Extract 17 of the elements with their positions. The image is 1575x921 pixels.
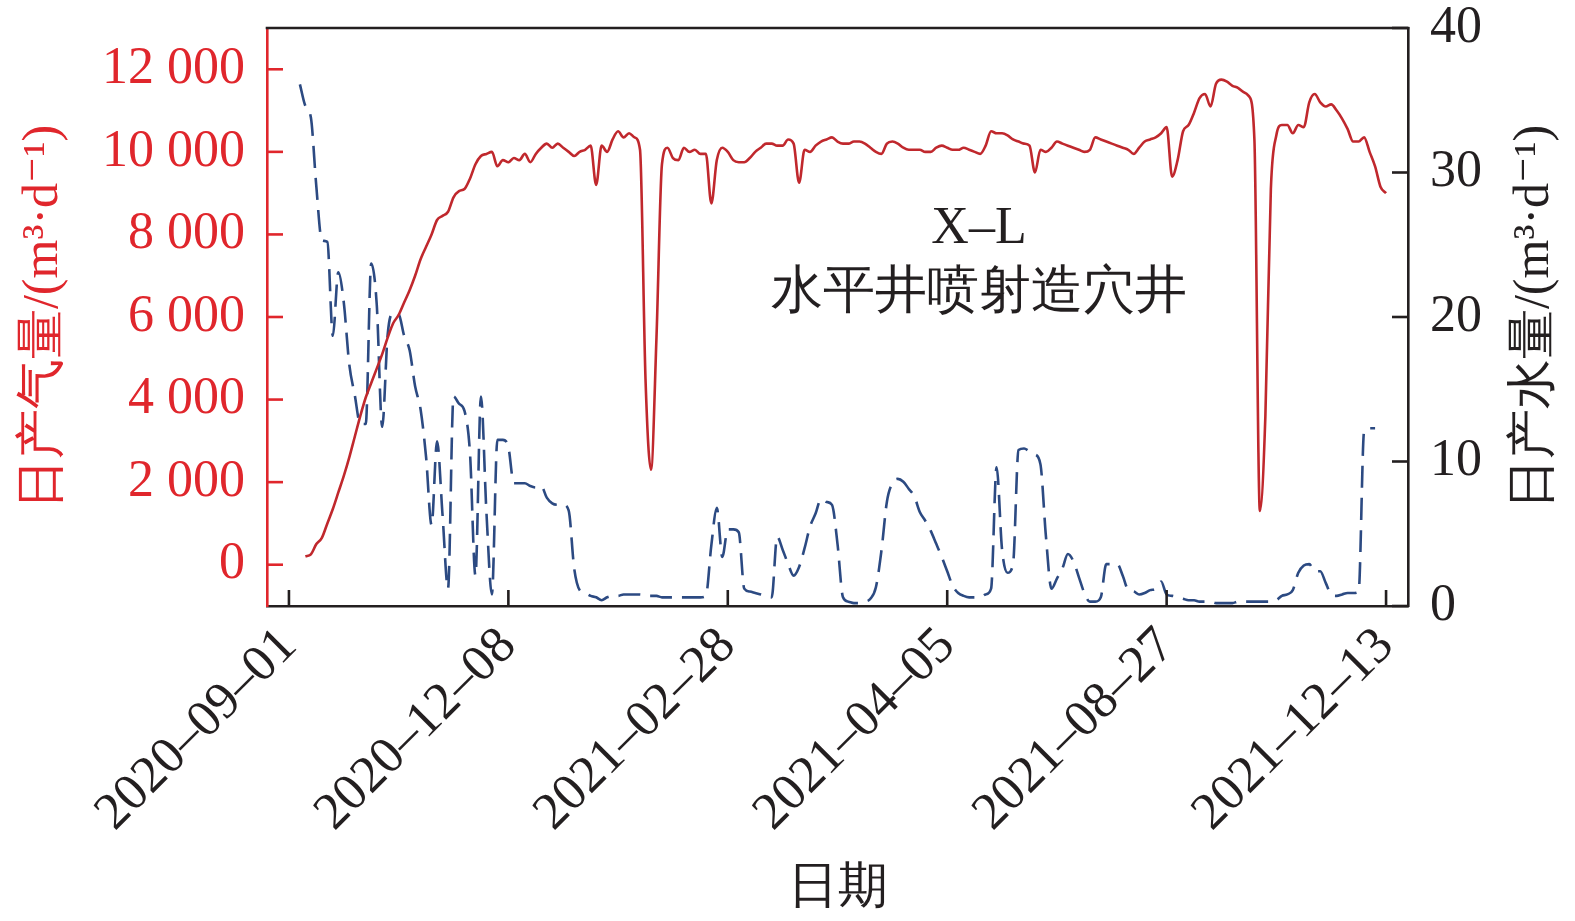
annotation: 水平井喷射造穴井 <box>770 260 1187 318</box>
y-tick-label: 4 000 <box>128 367 245 425</box>
y2-tick-label: 30 <box>1430 140 1482 198</box>
y-tick-label: 8 000 <box>128 202 245 260</box>
y-tick-label: 2 000 <box>128 449 245 507</box>
y-tick-label: 0 <box>219 532 245 590</box>
y2-tick-label: 0 <box>1430 573 1456 631</box>
annotation: X–L <box>931 196 1027 254</box>
y-tick-label: 6 000 <box>128 284 245 342</box>
y2-axis-title: 日产水量/(m³·d⁻¹) <box>1503 124 1560 510</box>
y2-tick-label: 20 <box>1430 284 1482 342</box>
y-axis-title: 日产气量/(m³·d⁻¹) <box>12 124 69 510</box>
y2-tick-label: 40 <box>1430 0 1482 53</box>
x-axis-title: 日期 <box>787 857 888 914</box>
y-tick-label: 10 000 <box>102 119 245 177</box>
y-tick-label: 12 000 <box>102 36 245 94</box>
y2-tick-label: 10 <box>1430 429 1482 487</box>
